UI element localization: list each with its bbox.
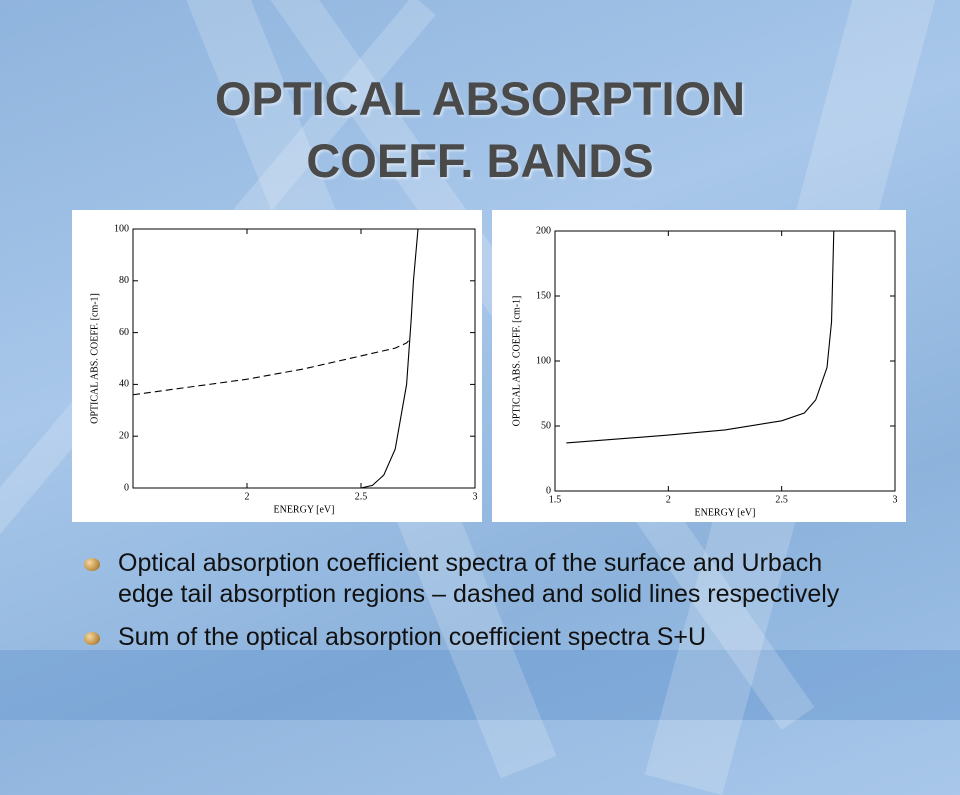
bullet: Optical absorption coefficient spectra o… [80, 548, 880, 610]
chart: 0 20 40 60 80 100 2 2.5 3 ENERGY [eV] OPTICAL ABS.… [89, 223, 478, 515]
data-line [133, 228, 419, 489]
y-tick-label: 60 [119, 327, 129, 338]
y-tick-label: 80 [119, 275, 129, 286]
slide: {"title": "OPTICAL ABSORPTION COEFF. BAN… [0, 0, 960, 720]
x-tick-label: 1.5 [549, 494, 562, 505]
y-tick-label: 0 [124, 482, 129, 493]
chart-panel: 0 50 100 150 200 1.5 2 2.5 3 ENERGY [eV] OPTICAL A… [492, 210, 906, 522]
y-tick-label: 40 [119, 379, 129, 390]
x-axis-label: ENERGY [eV] [694, 507, 755, 518]
chart: 0 50 100 150 200 1.5 2 2.5 3 ENERGY [eV] OPTICAL A… [511, 225, 898, 518]
plot-frame [132, 228, 476, 489]
y-axis-label: OPTICAL ABS. COEFF. [cm-1] [89, 293, 100, 424]
y-tick-label: 100 [536, 355, 551, 366]
y-tick-label: 50 [541, 420, 551, 431]
data-line [566, 230, 835, 444]
x-tick-label: 2.5 [355, 491, 368, 502]
data-line [132, 337, 412, 396]
chart-panel: 0 20 40 60 80 100 2 2.5 3 ENERGY [eV] OPTICAL ABS.… [72, 210, 482, 522]
y-tick-label: 150 [536, 290, 551, 301]
background-band [0, 650, 960, 720]
plot-frame [554, 230, 896, 492]
x-tick-label: 3 [893, 494, 898, 505]
x-tick-label: 2.5 [775, 494, 788, 505]
bullet: Sum of the optical absorption coefficien… [80, 622, 880, 653]
slide-title: OPTICAL ABSORPTION COEFF. BANDS [214, 72, 746, 187]
y-tick-label: 0 [546, 485, 551, 496]
x-tick-label: 3 [473, 491, 478, 502]
y-axis-label: OPTICAL ABS. COEFF. [cm-1] [511, 296, 522, 427]
x-axis-label: ENERGY [eV] [273, 504, 334, 515]
y-tick-label: 200 [536, 225, 551, 236]
y-tick-label: 100 [114, 223, 129, 234]
bullet-list: Optical absorption coefficient spectra o… [80, 548, 880, 665]
x-tick-label: 2 [666, 494, 671, 505]
x-tick-label: 2 [245, 491, 250, 502]
y-tick-label: 20 [119, 430, 129, 441]
